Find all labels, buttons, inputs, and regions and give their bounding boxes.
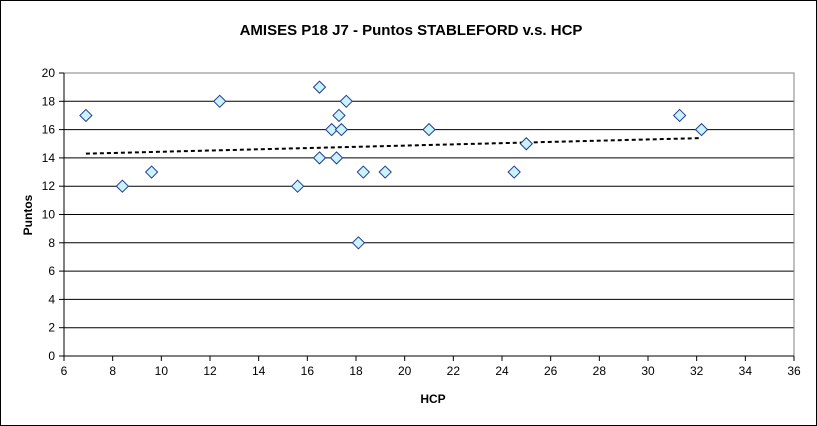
data-point — [519, 137, 534, 151]
data-point — [356, 165, 371, 179]
x-tick-label: 22 — [447, 364, 461, 378]
x-tick-label: 6 — [61, 364, 68, 378]
x-tick-label: 10 — [155, 364, 169, 378]
data-point — [329, 151, 344, 165]
data-point — [144, 165, 159, 179]
x-tick-label: 18 — [349, 364, 363, 378]
y-tick-label: 8 — [48, 236, 55, 250]
y-tick-label: 10 — [42, 208, 56, 222]
x-tick-label: 8 — [109, 364, 116, 378]
chart-title: AMISES P18 J7 - Puntos STABLEFORD v.s. H… — [240, 22, 583, 39]
x-tick-label: 32 — [690, 364, 704, 378]
data-point — [507, 165, 521, 179]
data-point — [290, 179, 305, 193]
gridlines — [64, 100, 794, 329]
y-tick-label: 4 — [48, 292, 55, 306]
x-tick-label: 30 — [641, 364, 655, 378]
data-points — [79, 80, 709, 250]
y-tick-label: 16 — [42, 123, 56, 137]
data-point — [672, 108, 687, 123]
y-tick-label: 12 — [42, 179, 56, 193]
y-tick-label: 2 — [48, 321, 55, 335]
y-axis-label: Puntos — [21, 194, 35, 235]
y-axis-ticks: 0 2 4 6 8 10 12 14 16 18 20 — [42, 66, 65, 363]
x-tick-label: 16 — [301, 364, 315, 378]
data-point — [324, 122, 339, 137]
x-tick-label: 28 — [593, 364, 607, 378]
data-point — [334, 122, 349, 137]
trendline-group — [85, 137, 702, 155]
y-tick-label: 6 — [48, 264, 55, 278]
data-point — [694, 122, 709, 137]
data-point — [422, 122, 436, 137]
data-point — [332, 108, 346, 123]
y-tick-label: 0 — [48, 349, 55, 363]
trendline — [85, 137, 702, 155]
data-point — [213, 94, 227, 109]
data-point — [312, 80, 327, 94]
y-tick-label: 14 — [42, 151, 56, 165]
x-axis-ticks: 6 8 10 12 14 16 18 20 22 24 26 28 30 32 34 36 — [61, 355, 801, 378]
y-tick-label: 18 — [42, 94, 56, 108]
x-tick-label: 14 — [252, 364, 266, 378]
x-tick-label: 36 — [787, 364, 801, 378]
x-tick-label: 26 — [544, 364, 558, 378]
data-point — [79, 108, 93, 123]
x-tick-label: 34 — [739, 364, 753, 378]
data-point — [312, 151, 327, 165]
data-point — [351, 236, 366, 250]
data-point — [378, 165, 392, 179]
y-tick-label: 20 — [42, 66, 56, 80]
x-tick-label: 24 — [495, 364, 509, 378]
data-point — [115, 179, 130, 193]
data-point — [339, 94, 353, 109]
x-tick-label: 20 — [398, 364, 412, 378]
x-tick-label: 12 — [203, 364, 217, 378]
x-axis-label: HCP — [420, 392, 445, 406]
